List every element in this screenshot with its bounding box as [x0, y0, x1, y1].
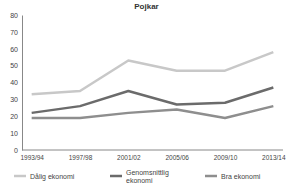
- y-tick-label: 0: [14, 147, 18, 154]
- x-tick: 2001/02: [117, 150, 141, 161]
- legend-label: Genomsnittligekonomi: [126, 169, 169, 184]
- y-tick: 80: [10, 12, 22, 19]
- y-tick-label: 30: [10, 96, 18, 103]
- chart: Pojkar 0 10 20 30 40 50 60 70 80 1993/94 1997/98 200…: [0, 0, 293, 193]
- y-tick-label: 10: [10, 130, 18, 137]
- x-tick: 2005/06: [165, 150, 189, 161]
- x-tick-label: 2005/06: [165, 154, 189, 161]
- x-tick-label: 2009/10: [214, 154, 238, 161]
- x-tick: 2009/10: [214, 150, 238, 161]
- legend-label: Bra ekonomi: [221, 173, 261, 180]
- y-axis: 0 10 20 30 40 50 60 70 80: [10, 12, 22, 154]
- y-tick-label: 70: [10, 29, 18, 36]
- line: [32, 106, 274, 118]
- title: Pojkar: [134, 2, 158, 11]
- legend-swatch: [110, 175, 122, 178]
- line: [32, 88, 274, 113]
- x-tick-label: 2001/02: [117, 154, 141, 161]
- y-tick: 10: [10, 130, 22, 137]
- x-tick-label: 1993/94: [20, 154, 44, 161]
- x-axis-line: [22, 150, 283, 151]
- legend-swatch: [14, 175, 26, 178]
- y-tick-label: 80: [10, 12, 18, 19]
- x-tick-label: 1997/98: [69, 154, 93, 161]
- y-tick-label: 20: [10, 113, 18, 120]
- legend: Dålig ekonomi Genomsnittligekonomi Bra eko…: [14, 169, 261, 184]
- legend-swatch: [205, 175, 217, 178]
- y-tick-label: 60: [10, 45, 18, 52]
- y-tick: 50: [10, 62, 22, 69]
- y-tick: 30: [10, 96, 22, 103]
- y-tick-label: 50: [10, 62, 18, 69]
- y-tick: 40: [10, 79, 22, 86]
- legend-label: Dålig ekonomi: [30, 173, 75, 181]
- x-tick: 2013/14: [262, 150, 286, 161]
- line: [32, 52, 274, 94]
- x-tick: 1993/94: [20, 150, 44, 161]
- plot-area: [32, 52, 274, 118]
- y-tick: 60: [10, 45, 22, 52]
- y-tick: 70: [10, 29, 22, 36]
- x-tick-label: 2013/14: [262, 154, 286, 161]
- x-axis: 1993/94 1997/98 2001/02 2005/06 2009/10 2013/…: [20, 150, 286, 161]
- y-tick: 20: [10, 113, 22, 120]
- y-axis-line: [22, 16, 23, 151]
- x-tick: 1997/98: [69, 150, 93, 161]
- y-tick-label: 40: [10, 79, 18, 86]
